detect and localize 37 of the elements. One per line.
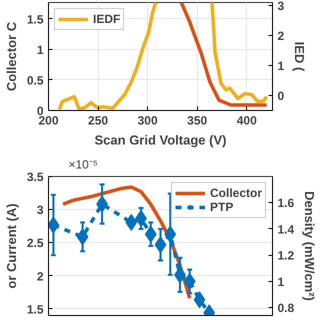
y-tick-label: 2.5 [26,236,44,250]
text: ×10⁻⁵ [68,158,98,172]
y2-tick-label: 1.2 [278,248,295,263]
y2-tick-label: 1 [278,59,284,73]
y-tick-label: 0.5 [26,73,44,88]
y-tick-label: 1 [36,42,44,57]
y2-tick-label: 1 [278,274,284,289]
y-tick-label: 3.5 [26,170,44,184]
point [144,226,157,243]
y-tick-label: 1.5 [26,12,44,26]
y-axis-title: Collector C [4,21,19,92]
y-axis-title: or Current (A) [4,203,19,289]
x-tick-label: 200 [38,114,59,128]
legend-label: PTP [210,200,234,214]
y2-tick-label: 1.4 [278,222,295,236]
y2-tick-label: 0 [278,89,284,103]
point [125,214,138,231]
line-series [61,185,192,300]
legend-label: Collector [210,186,262,200]
y2-axis-title: Density (mW/cm²) [302,191,318,301]
y-tick-label: 3 [36,203,44,218]
x-tick-label: 300 [138,114,158,128]
line-series [180,2,268,107]
y-tick-label: 1.5 [26,302,44,316]
legend-label: IEDF [93,12,120,26]
x-axis-title: Scan Grid Voltage (V) [94,132,226,148]
y2-tick-label: 3 [278,0,284,13]
y-tick-label: 2 [36,269,44,284]
y2-tick-label: 1.6 [278,196,295,210]
x-tick-label: 400 [236,114,258,128]
point [164,226,176,243]
point [184,272,196,290]
y2-tick-label: 2 [278,29,284,43]
x-tick-label: 250 [88,114,108,128]
y2-tick-label: 0.8 [278,301,295,316]
x-tick-label: 350 [187,114,208,128]
y2-axis-title: IED ( [292,42,308,72]
